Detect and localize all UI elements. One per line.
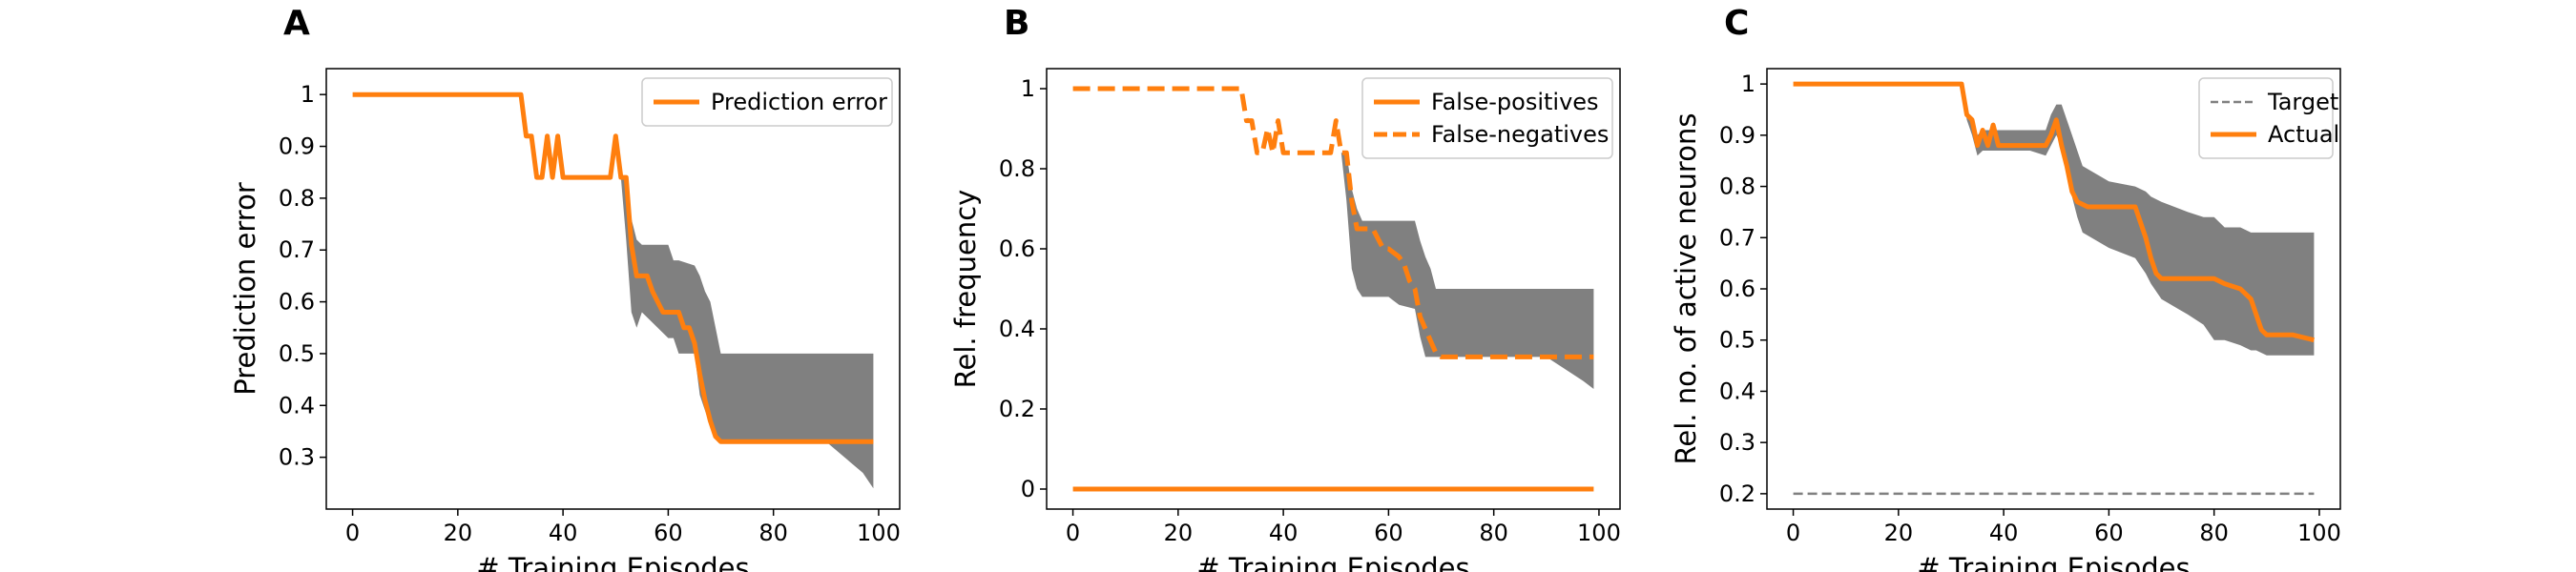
x-tick-label: 0 (345, 520, 360, 546)
x-tick-label: 20 (444, 520, 473, 546)
x-tick-label: 100 (1577, 520, 1621, 546)
y-tick-label: 0.8 (999, 155, 1035, 182)
legend: Target Actual (2198, 77, 2339, 159)
y-axis-label: Rel. frequency (949, 190, 982, 389)
y-tick-label: 1 (1741, 71, 1755, 97)
y-tick-label: 0.5 (1719, 327, 1755, 354)
confidence-band (1793, 84, 2315, 356)
y-tick-label: 0.4 (279, 392, 315, 419)
y-tick-label: 0.8 (279, 185, 315, 212)
y-tick-label: 0.6 (1719, 276, 1755, 302)
x-axis-label: # Training Episodes (1917, 552, 2190, 572)
y-tick-label: 0.7 (1719, 224, 1755, 251)
legend: False-positives False-negatives (1361, 77, 1613, 159)
panel-letter: B (1004, 4, 1029, 43)
legend-box (1361, 77, 1613, 159)
legend-label: Prediction error (711, 89, 887, 115)
legend-box (2198, 77, 2334, 159)
y-tick-label: 0 (1021, 476, 1035, 502)
axes-frame (1046, 68, 1621, 510)
legend-box (641, 77, 893, 127)
x-tick-label: 0 (1786, 520, 1800, 546)
x-tick-label: 40 (1989, 520, 2019, 546)
y-tick-label: 0.7 (279, 236, 315, 263)
panel-letter: C (1724, 4, 1749, 43)
confidence-band (1072, 89, 1594, 389)
x-tick-label: 40 (1269, 520, 1298, 546)
legend-label: False-negatives (1431, 121, 1609, 148)
y-tick-label: 1 (301, 81, 315, 108)
y-tick-label: 0.3 (279, 444, 315, 471)
x-tick-label: 80 (758, 520, 788, 546)
y-tick-label: 0.2 (1719, 480, 1755, 507)
confidence-band (352, 94, 874, 489)
y-tick-label: 0.5 (279, 340, 315, 367)
legend-label: Actual (2268, 121, 2339, 148)
y-tick-label: 0.8 (1719, 174, 1755, 200)
legend: Prediction error (641, 77, 893, 127)
y-tick-label: 0.4 (1719, 378, 1755, 404)
panel-b: B 0 20 40 60 80 100 0 0.2 0.4 0.6 0.8 1 # Training Ep… (949, 4, 1621, 572)
x-tick-label: 20 (1164, 520, 1194, 546)
y-tick-label: 0.9 (1719, 122, 1755, 149)
x-axis-label: # Training Episodes (476, 552, 749, 572)
y-tick-label: 1 (1021, 75, 1035, 102)
axes-frame (325, 68, 901, 510)
panel-c: C 0 20 40 60 80 100 0.2 0.3 0.4 0.5 0.6 0.7 0.8 0.9 1 # … (1670, 4, 2341, 572)
y-axis-label: Prediction error (229, 182, 261, 396)
y-axis-label: Rel. no. of active neurons (1670, 113, 1702, 465)
y-tick-label: 0.6 (999, 235, 1035, 262)
x-tick-label: 60 (654, 520, 683, 546)
y-tick-label: 0.6 (279, 289, 315, 316)
x-tick-label: 60 (2094, 520, 2124, 546)
y-tick-label: 0.3 (1719, 429, 1755, 456)
legend-label: Target (2267, 89, 2338, 115)
series-line-1 (1793, 81, 2315, 343)
series-line-0 (352, 92, 874, 444)
y-tick-label: 0.2 (999, 396, 1035, 422)
x-tick-label: 60 (1374, 520, 1403, 546)
y-tick-label: 0.4 (999, 316, 1035, 342)
x-tick-label: 80 (1479, 520, 1508, 546)
x-tick-label: 100 (857, 520, 901, 546)
series-line-1 (1072, 86, 1594, 359)
x-tick-label: 80 (2199, 520, 2229, 546)
x-tick-label: 40 (549, 520, 578, 546)
x-axis-label: # Training Episodes (1196, 552, 1469, 572)
x-tick-label: 0 (1066, 520, 1080, 546)
x-tick-label: 100 (2297, 520, 2341, 546)
panel-a: A 0 20 40 60 80 100 0.3 0.4 0.5 0.6 0.7 0.8 0.9 1 # Tra… (229, 4, 901, 572)
panel-letter: A (283, 4, 310, 43)
x-tick-label: 20 (1884, 520, 1914, 546)
legend-label: False-positives (1431, 89, 1599, 115)
y-tick-label: 0.9 (279, 133, 315, 160)
